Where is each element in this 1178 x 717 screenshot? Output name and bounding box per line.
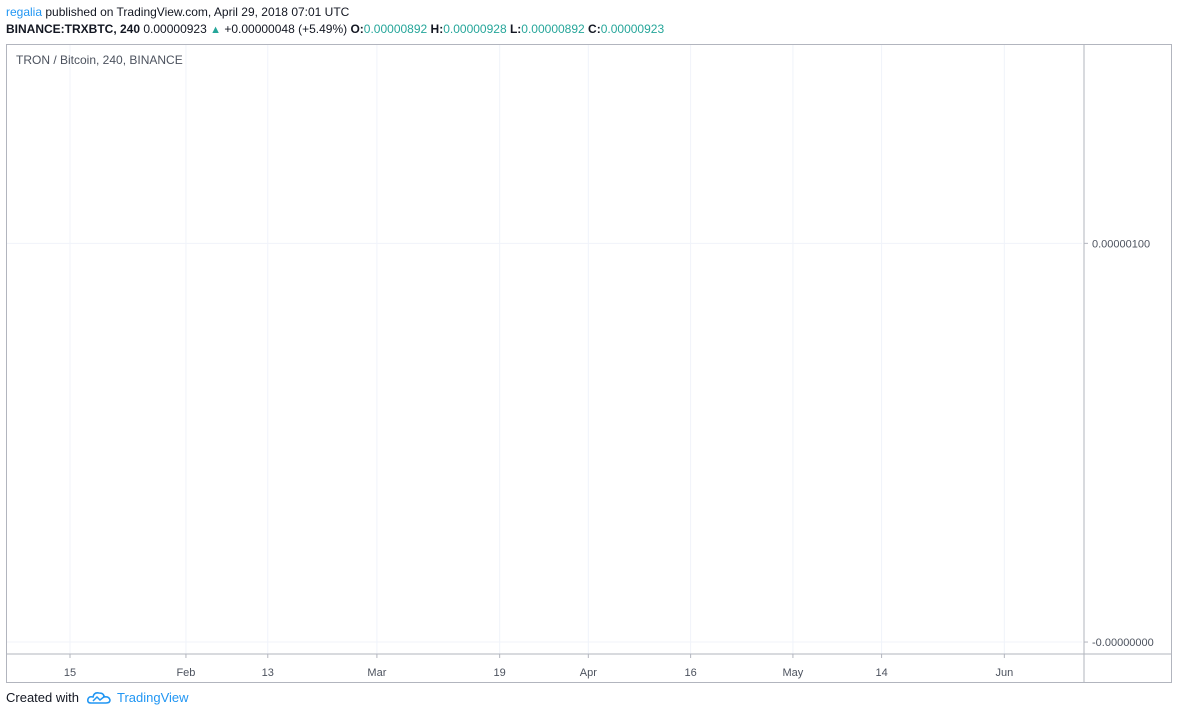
tradingview-cloud-icon[interactable] bbox=[86, 691, 111, 705]
up-arrow-icon: ▲ bbox=[210, 24, 221, 36]
y-tick-label: 0.00000100 bbox=[1092, 238, 1150, 250]
price-change: +0.00000048 (+5.49%) bbox=[224, 22, 348, 36]
close-value: 0.00000923 bbox=[600, 22, 665, 36]
x-tick-label: 14 bbox=[875, 667, 887, 679]
chart-area[interactable]: HeadLeftRightOption 2#1 Buy Zone: 730-68… bbox=[6, 44, 1172, 683]
y-tick-label: -0.00000000 bbox=[1092, 637, 1154, 649]
x-tick-label: Jun bbox=[995, 667, 1013, 679]
ohlc-legend: BINANCE:TRXBTC, 240 0.00000923 ▲ +0.0000… bbox=[6, 22, 664, 36]
low-value: 0.00000892 bbox=[521, 22, 585, 36]
x-tick-label: 13 bbox=[262, 667, 274, 679]
high-label: H: bbox=[430, 22, 444, 36]
x-tick-label: 15 bbox=[64, 667, 76, 679]
chart-title: TRON / Bitcoin, 240, BINANCE bbox=[16, 53, 183, 67]
low-label: L: bbox=[509, 22, 522, 36]
x-tick-label: Feb bbox=[176, 667, 195, 679]
published-text: published on TradingView.com, April 29, … bbox=[45, 5, 350, 19]
last-price: 0.00000923 bbox=[143, 22, 207, 36]
symbol-label: BINANCE:TRXBTC, 240 bbox=[6, 22, 141, 36]
open-value: 0.00000892 bbox=[363, 22, 428, 36]
x-tick-label: May bbox=[783, 667, 804, 679]
tradingview-link[interactable]: TradingView bbox=[116, 690, 189, 705]
open-label: O: bbox=[350, 22, 364, 36]
x-tick-label: Apr bbox=[580, 667, 597, 679]
x-tick-label: 16 bbox=[684, 667, 696, 679]
grid-lines bbox=[6, 44, 1082, 654]
publish-info: regalia published on TradingView.com, Ap… bbox=[6, 5, 349, 19]
chart-border bbox=[6, 44, 1172, 683]
axes: 0.000014000.000013000.000012000.00001100… bbox=[6, 44, 1172, 683]
x-tick-label: Mar bbox=[367, 667, 386, 679]
footer: Created with TradingView bbox=[6, 690, 189, 705]
price-chart[interactable]: HeadLeftRightOption 2#1 Buy Zone: 730-68… bbox=[6, 44, 1172, 683]
author-link[interactable]: regalia bbox=[6, 5, 43, 19]
x-tick-label: 19 bbox=[494, 667, 506, 679]
high-value: 0.00000928 bbox=[443, 22, 507, 36]
close-label: C: bbox=[588, 22, 601, 36]
publish-header: regalia published on TradingView.com, Ap… bbox=[0, 0, 1178, 44]
created-with-text: Created with bbox=[6, 690, 79, 705]
